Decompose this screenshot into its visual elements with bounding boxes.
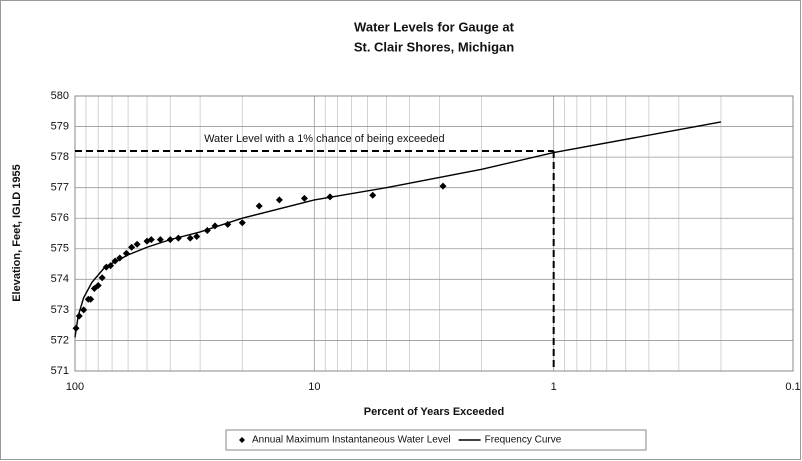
data-point <box>80 306 88 314</box>
data-point <box>87 295 95 303</box>
y-tick-label: 574 <box>51 273 69 285</box>
data-point <box>300 194 308 202</box>
data-point <box>275 196 283 204</box>
data-point <box>98 274 106 282</box>
legend-label: Annual Maximum Instantaneous Water Level <box>252 435 451 446</box>
annotation: Water Level with a 1% chance of being ex… <box>204 133 445 145</box>
data-point <box>128 243 136 251</box>
x-axis-title: Percent of Years Exceeded <box>364 406 504 418</box>
data-point <box>186 234 194 242</box>
y-tick-label: 576 <box>51 212 69 224</box>
y-tick-label: 578 <box>51 151 69 163</box>
chart-title-line: Water Levels for Gauge at <box>354 19 515 34</box>
chart-title-line: St. Clair Shores, Michigan <box>354 39 514 54</box>
plot-area <box>74 95 794 372</box>
data-point <box>369 191 377 199</box>
data-point <box>122 249 130 257</box>
y-tick-label: 571 <box>51 365 69 377</box>
data-point <box>94 281 102 289</box>
y-tick-label: 572 <box>51 334 69 346</box>
legend-label: Frequency Curve <box>485 435 562 446</box>
y-tick-label: 579 <box>51 120 69 132</box>
legend-box <box>225 429 647 451</box>
y-axis-title: Elevation, Feet, IGLD 1955 <box>11 164 23 302</box>
x-tick-label: 0.1 <box>785 381 800 393</box>
y-tick-label: 577 <box>51 182 69 194</box>
legend-marker <box>239 437 245 443</box>
data-point <box>156 236 164 244</box>
y-tick-label: 573 <box>51 304 69 316</box>
data-point <box>255 202 263 210</box>
data-point <box>133 240 141 248</box>
frequency-curve <box>74 121 722 338</box>
data-point <box>439 182 447 190</box>
y-tick-label: 580 <box>51 90 69 102</box>
x-tick-label: 1 <box>551 381 557 393</box>
y-tick-label: 575 <box>51 243 69 255</box>
data-point <box>238 219 246 227</box>
data-point <box>193 233 201 241</box>
data-point <box>147 236 155 244</box>
x-tick-label: 100 <box>66 381 84 393</box>
x-tick-label: 10 <box>308 381 320 393</box>
